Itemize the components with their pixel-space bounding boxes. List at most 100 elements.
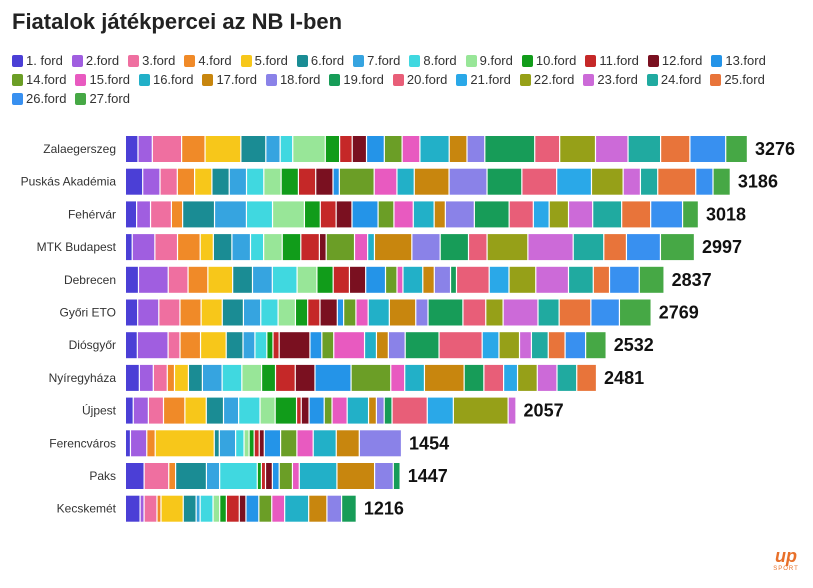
bar-segment <box>200 495 213 522</box>
bar-segment <box>347 397 368 424</box>
category-label: Fehérvár <box>68 207 116 221</box>
bar-segment <box>356 299 368 326</box>
bar-segment <box>376 397 384 424</box>
bar-segment <box>293 463 299 489</box>
legend-swatch <box>240 54 252 67</box>
bar-segment <box>152 136 182 162</box>
bar-segment <box>467 136 485 162</box>
legend-item: 7.ford <box>353 52 400 69</box>
legend-swatch <box>392 73 404 86</box>
total-value-label: 2997 <box>702 237 742 257</box>
bar-segment <box>365 332 376 359</box>
bar-segment <box>236 430 244 457</box>
bar-segment <box>180 332 200 359</box>
legend-label: 6.ford <box>310 53 345 68</box>
bar-segment <box>565 332 586 359</box>
legend-item: 13.ford <box>711 52 766 69</box>
legend-label: 12.ford <box>661 53 703 68</box>
bar-segment <box>313 430 336 457</box>
bar-segment <box>279 332 310 359</box>
legend-label: 26.ford <box>26 91 67 106</box>
bar-segment <box>138 299 159 326</box>
legend: 1. ford 2.ford 3.ford 4.ford 5.ford 6.ford 7.f… <box>12 52 802 107</box>
bar-segment <box>538 299 559 326</box>
bar-segment <box>189 364 202 391</box>
bar-segment <box>413 201 434 228</box>
total-value-label: 1454 <box>409 433 449 453</box>
bar-segment <box>391 364 405 391</box>
legend-label: 10.ford <box>535 53 577 68</box>
bar-segment <box>275 397 296 424</box>
legend-item: 24.ford <box>646 71 701 88</box>
bar-segment <box>449 136 467 162</box>
bar-segment <box>202 364 222 391</box>
bar-segment <box>366 266 385 293</box>
bar-segment <box>485 136 535 162</box>
category-label: Zalaegerszeg <box>43 142 116 156</box>
bar-segment <box>196 495 200 522</box>
bar-segment <box>281 168 298 195</box>
bar-segment <box>281 430 297 457</box>
legend-item: 17.ford <box>202 71 257 88</box>
legend-swatch <box>521 54 533 67</box>
bar-segment <box>276 364 295 391</box>
legend-item: 10.ford <box>521 52 577 69</box>
bar-segment <box>548 332 565 359</box>
bar-segment <box>183 495 196 522</box>
bar-segment <box>522 168 557 195</box>
bar-segment <box>713 168 730 195</box>
legend-swatch <box>12 92 23 105</box>
bar-segment <box>402 136 420 162</box>
bar-segment <box>482 332 499 359</box>
legend-label: 22.ford <box>533 72 575 87</box>
total-value-label: 3186 <box>738 172 778 192</box>
bar-segment <box>126 332 137 359</box>
bar-segment <box>453 397 508 424</box>
legend-label: 4.ford <box>198 53 232 68</box>
legend-swatch <box>138 73 150 86</box>
bar-segment <box>261 299 278 326</box>
legend-label: 13.ford <box>725 53 766 68</box>
bar-segment <box>299 168 316 195</box>
bar-segment <box>423 266 434 293</box>
bar-segment <box>464 364 484 391</box>
bar-segment <box>161 495 183 522</box>
bar-segment <box>213 495 220 522</box>
bar-segment <box>293 136 325 162</box>
bar-segment <box>185 397 206 424</box>
bar-segment <box>208 266 233 293</box>
bar-segment <box>394 201 413 228</box>
bar-segment <box>299 463 337 489</box>
bar-segment <box>309 495 327 522</box>
bar-segment <box>260 397 275 424</box>
category-label: Nyíregyháza <box>49 371 117 385</box>
bar-segment <box>243 332 255 359</box>
bar-segment <box>352 136 366 162</box>
bar-segment <box>352 201 378 228</box>
bar-segment <box>324 397 332 424</box>
legend-swatch <box>202 73 214 86</box>
bar-segment <box>535 136 560 162</box>
logo-main-text: up <box>775 546 797 566</box>
bar-segment <box>309 397 324 424</box>
legend-item: 8.ford <box>409 52 457 69</box>
bar-segment <box>661 136 690 162</box>
total-value-label: 1447 <box>408 466 448 486</box>
bar-segment <box>144 495 157 522</box>
bar-segment <box>339 168 374 195</box>
bar-segment <box>126 136 138 162</box>
category-label: Debrecen <box>64 273 116 287</box>
legend-item: 25.ford <box>710 71 765 88</box>
bar-segment <box>272 463 279 489</box>
legend-item: 4.ford <box>184 52 232 69</box>
bar-segment <box>596 136 628 162</box>
legend-swatch <box>583 73 595 86</box>
bar-segment <box>384 136 402 162</box>
bar-segment <box>573 234 604 261</box>
bar-segment <box>301 397 309 424</box>
bar-segment <box>301 234 319 261</box>
bar-segment <box>264 168 281 195</box>
bar-segment <box>137 332 168 359</box>
bar-segment <box>167 364 174 391</box>
